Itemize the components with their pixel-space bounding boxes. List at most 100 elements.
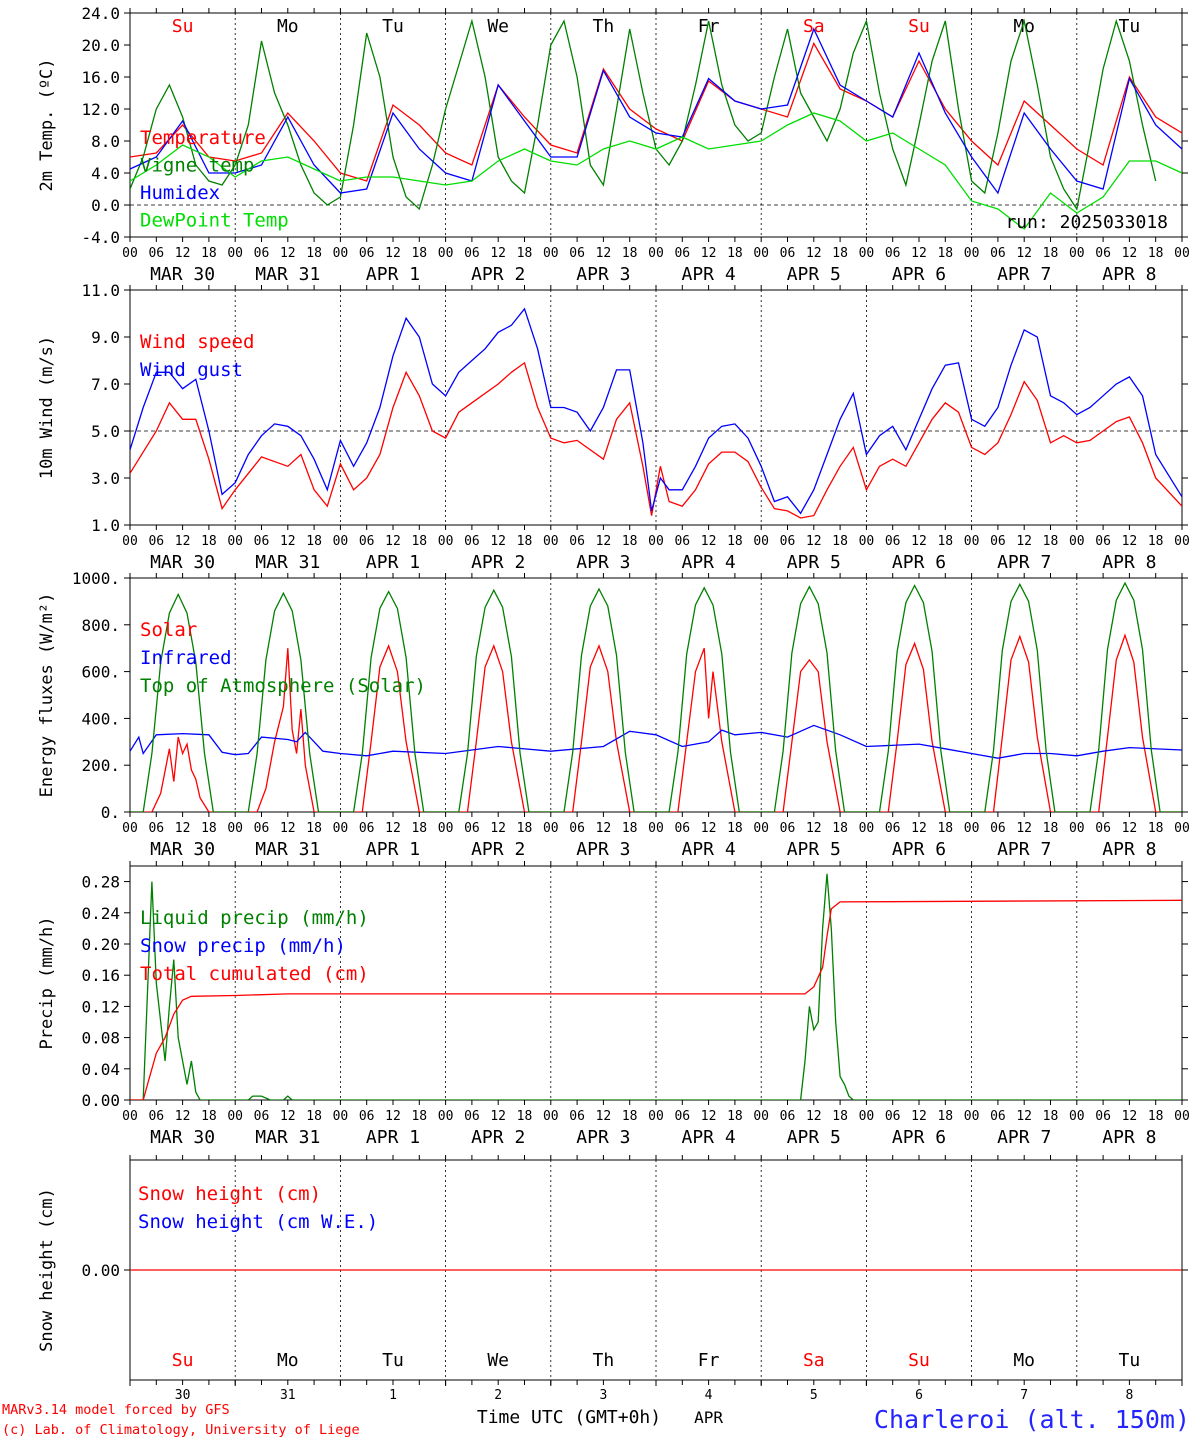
hour-tick-label: 06 (780, 534, 796, 549)
hour-tick-label: 00 (753, 1109, 769, 1124)
hour-tick-label: 18 (1148, 821, 1164, 836)
date-label: APR 5 (787, 264, 841, 285)
date-label: APR 6 (892, 264, 946, 285)
hour-tick-label: 18 (1043, 534, 1059, 549)
hour-tick-label: 00 (1069, 1109, 1085, 1124)
series-line-wind-speed (130, 361, 1182, 519)
hour-tick-label: 06 (569, 246, 585, 261)
hour-tick-label: 18 (937, 534, 953, 549)
hour-tick-label: 12 (1122, 534, 1138, 549)
weekday-label: We (487, 16, 509, 37)
hour-tick-label: 12 (911, 821, 927, 836)
hour-tick-label: 06 (359, 534, 375, 549)
hour-tick-label: 12 (280, 534, 296, 549)
hour-tick-label: 18 (832, 534, 848, 549)
weekday-label: Th (593, 16, 615, 37)
hour-tick-label: 12 (385, 246, 401, 261)
weekday-label: Mo (1013, 1350, 1035, 1371)
date-label: APR 3 (576, 1127, 630, 1148)
hour-tick-label: 12 (806, 246, 822, 261)
hour-tick-label: 06 (780, 246, 796, 261)
hour-tick-label: 06 (674, 246, 690, 261)
hour-tick-label: 06 (1095, 1109, 1111, 1124)
hour-tick-label: 00 (648, 534, 664, 549)
hour-tick-label: 12 (806, 821, 822, 836)
hour-tick-label: 06 (569, 821, 585, 836)
hour-tick-label: 00 (1174, 821, 1190, 836)
y-tick-label: 0.24 (81, 904, 120, 923)
energy-panel: 0. 200. 400. 600. 800. 1000. Energy fluxes (W/… (37, 569, 1190, 860)
hour-tick-label: 12 (490, 246, 506, 261)
date-label: APR 2 (471, 264, 525, 285)
hour-tick-label: 18 (517, 534, 533, 549)
hour-tick-label: 18 (411, 1109, 427, 1124)
hour-tick-label: 06 (1095, 821, 1111, 836)
hour-tick-label: 06 (569, 534, 585, 549)
hour-tick-label: 00 (964, 821, 980, 836)
legend-entry: Snow height (cm W.E.) (138, 1211, 378, 1233)
hour-tick-label: 12 (280, 821, 296, 836)
date-label: APR 7 (997, 552, 1051, 573)
date-label: APR 2 (471, 839, 525, 860)
legend-entry: Snow precip (mm/h) (140, 935, 346, 957)
hour-tick-label: 00 (859, 534, 875, 549)
legend-entry: Solar (140, 619, 197, 641)
date-label: APR 3 (576, 264, 630, 285)
date-label: APR 7 (997, 1127, 1051, 1148)
hour-tick-label: 18 (727, 246, 743, 261)
hour-tick-label: 12 (1016, 246, 1032, 261)
weekday-label: Fr (698, 16, 720, 37)
weekday-label: Mo (277, 1350, 299, 1371)
y-tick-label: 24.0 (81, 4, 120, 23)
hour-tick-label: 18 (411, 246, 427, 261)
hour-tick-label: 18 (832, 1109, 848, 1124)
hour-tick-label: 18 (937, 246, 953, 261)
date-label: APR 7 (997, 839, 1051, 860)
hour-tick-label: 06 (359, 1109, 375, 1124)
legend-entry: DewPoint Temp (140, 210, 289, 232)
hour-tick-label: 18 (306, 1109, 322, 1124)
hour-tick-label: 18 (411, 821, 427, 836)
hour-tick-label: 00 (543, 1109, 559, 1124)
hour-tick-label: 12 (911, 246, 927, 261)
date-label: APR 5 (787, 1127, 841, 1148)
temp-panel: -4.0 0.0 4.0 8.0 12.0 16.0 20.0 24.0 2m Temp. (º… (37, 4, 1190, 285)
date-label: APR 3 (576, 839, 630, 860)
y-tick-label: 600. (81, 663, 120, 682)
hour-tick-label: 18 (832, 821, 848, 836)
date-label: MAR 31 (255, 839, 320, 860)
precip-panel: 0.00 0.04 0.08 0.12 0.16 0.20 0.24 0.28 Precip (… (37, 861, 1190, 1148)
y-tick-label: 200. (81, 756, 120, 775)
hour-tick-label: 18 (517, 246, 533, 261)
y-tick-label: 3.0 (91, 469, 120, 488)
weekday-label: Sa (803, 16, 825, 37)
hour-tick-label: 00 (333, 534, 349, 549)
hour-tick-label: 18 (937, 1109, 953, 1124)
date-label: APR 5 (787, 839, 841, 860)
hour-tick-label: 00 (1069, 246, 1085, 261)
hour-tick-label: 00 (648, 1109, 664, 1124)
y-tick-label: 4.0 (91, 164, 120, 183)
y-tick-label: 0.00 (81, 1261, 120, 1280)
date-label: MAR 30 (150, 1127, 215, 1148)
hour-tick-label: 18 (727, 821, 743, 836)
y-tick-label: 5.0 (91, 422, 120, 441)
hour-tick-label: 00 (122, 1109, 138, 1124)
date-label: MAR 30 (150, 264, 215, 285)
hour-tick-label: 00 (438, 534, 454, 549)
y-axis-label: 10m Wind (m/s) (37, 336, 57, 479)
y-tick-label: 0.04 (81, 1060, 120, 1079)
hour-tick-label: 00 (964, 534, 980, 549)
hour-tick-label: 00 (1174, 1109, 1190, 1124)
day-number: 6 (915, 1388, 923, 1403)
hour-tick-label: 12 (701, 246, 717, 261)
hour-tick-label: 00 (227, 534, 243, 549)
day-number: 1 (389, 1388, 397, 1403)
hour-tick-label: 00 (753, 534, 769, 549)
hour-tick-label: 06 (148, 534, 164, 549)
month-label: APR (694, 1408, 723, 1427)
hour-tick-label: 12 (280, 1109, 296, 1124)
hour-tick-label: 00 (543, 534, 559, 549)
hour-tick-label: 12 (1122, 1109, 1138, 1124)
